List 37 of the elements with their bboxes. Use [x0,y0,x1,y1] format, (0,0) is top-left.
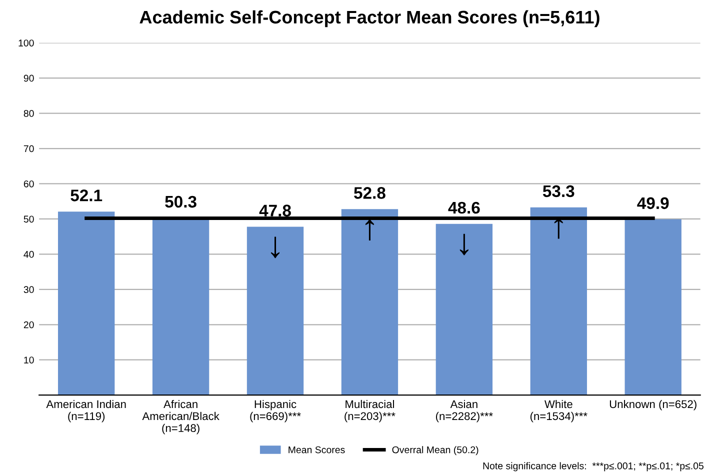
bar [341,209,398,396]
bar [246,226,304,396]
y-tick-label: 30 [24,286,34,294]
y-tick-label: 100 [18,40,34,46]
x-tick-label: White (n=1534)*** [530,400,588,422]
x-tick-label: Asian (n=2282)*** [436,400,493,422]
data-label: 49.9 [637,197,669,210]
y-tick-label: 10 [24,356,34,364]
bar [436,224,493,396]
text: Note significance levels: ***p≤.001; **p≤.01; *p≤.05 [483,462,704,472]
bar [530,207,587,396]
x-tick-label: Hispanic (n=669)*** [250,400,301,422]
annotation: ↓ [271,236,280,258]
legend-label: Overral Mean (50.2) [392,446,478,456]
data-label: 50.3 [165,196,196,208]
bar [624,219,682,396]
y-tick-label: 50 [24,216,34,223]
legend-label: Mean Scores [288,446,345,454]
x-tick-label: African American/Black (n=148) [142,400,220,434]
x-tick-label: Multiracial (n=203)*** [344,400,396,422]
y-tick-label: 60 [24,180,34,188]
data-label: 52.8 [354,187,386,199]
x-tick-label: Unknown (n=652) [610,400,696,410]
annotation: ↑ [365,219,374,241]
data-label: 52.1 [70,190,102,202]
y-tick-label: 40 [24,250,34,258]
data-label: 48.6 [448,202,480,214]
bar [58,212,115,396]
data-label: 47.8 [259,204,291,216]
chart-title: Academic Self-Concept Factor Mean Scores (n=5,611) [140,10,600,28]
annotation: ↓ [460,234,468,256]
y-tick-label: 80 [24,110,34,117]
y-tick-label: 70 [24,145,34,152]
y-tick-label: 20 [24,321,34,328]
x-tick-label: American Indian (n=119) [46,400,126,422]
data-label: 53.3 [542,185,574,198]
y-tick-label: 90 [24,74,34,82]
